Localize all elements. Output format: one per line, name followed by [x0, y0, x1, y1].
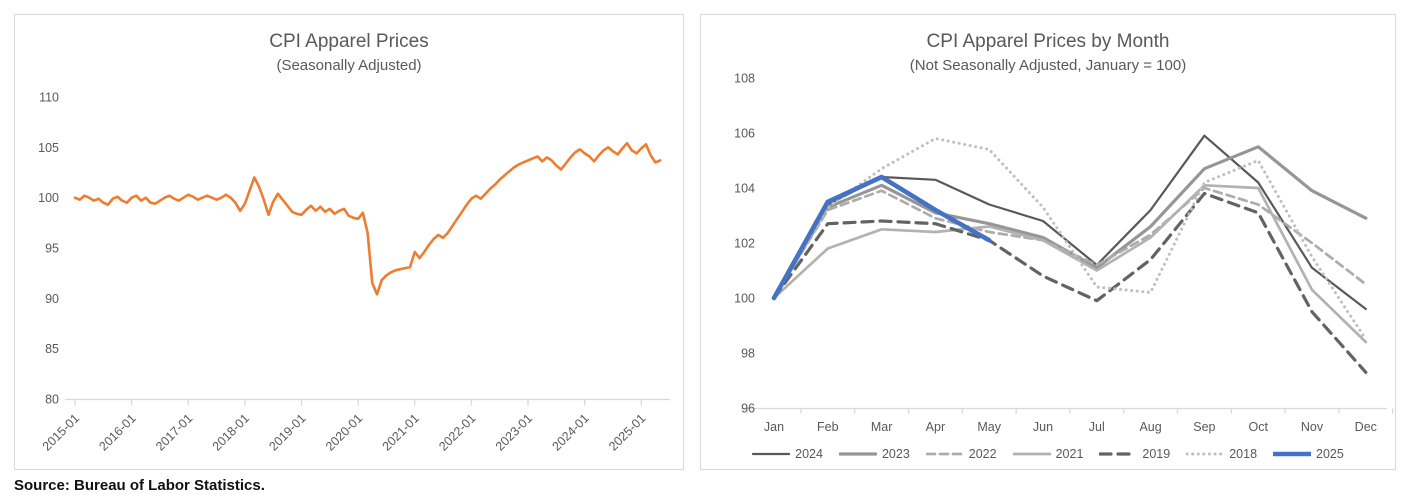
- series-line-cpi-apparel-sa: [73, 142, 662, 296]
- series-line-2021: [772, 183, 1368, 344]
- legend-label-2025: 2025: [1316, 447, 1344, 461]
- series-line-2018: [772, 137, 1368, 341]
- left-y-tick-label: 95: [45, 242, 59, 256]
- legend-item-2024: 2024: [752, 447, 823, 461]
- right-x-tick-label: Sep: [1193, 420, 1215, 434]
- right-y-tick-label: 108: [734, 72, 755, 86]
- legend-swatch-2021: [1012, 452, 1051, 456]
- right-x-tick-label: Nov: [1301, 420, 1324, 434]
- left-y-tick-label: 110: [39, 91, 59, 105]
- right-x-tick-label: Jul: [1089, 420, 1105, 434]
- chart-card-cpi-apparel-sa: CPI Apparel Prices (Seasonally Adjusted)…: [14, 14, 684, 470]
- left-x-tick-label: 2018-01: [210, 411, 252, 453]
- right-y-tick-label: 102: [734, 237, 755, 251]
- chart-legend: 2024 2023 2022 2021 2019 2018 2025: [701, 447, 1395, 461]
- left-x-tick-label: 2022-01: [436, 411, 478, 453]
- left-x-tick-label: 2024-01: [549, 411, 591, 453]
- left-y-tick-label: 100: [38, 191, 59, 205]
- series-line-2022: [772, 186, 1368, 300]
- left-x-tick-label: 2017-01: [153, 411, 195, 453]
- source-note: Source: Bureau of Labor Statistics.: [14, 477, 265, 494]
- right-x-tick-label: Dec: [1355, 420, 1377, 434]
- right-y-tick-label: 100: [734, 292, 755, 306]
- series-line-2025: [771, 174, 992, 301]
- left-x-tick-label: 2015-01: [40, 411, 82, 453]
- legend-label-2022: 2022: [968, 447, 997, 461]
- legend-swatch-2022: [925, 452, 964, 456]
- legend-label-2024: 2024: [795, 447, 823, 461]
- left-x-tick-label: 2025-01: [606, 411, 648, 453]
- legend-label-2021: 2021: [1055, 447, 1084, 461]
- legend-swatch-2024: [752, 452, 791, 456]
- left-y-tick-label: 85: [45, 342, 59, 356]
- chart-card-cpi-apparel-by-month: CPI Apparel Prices by Month (Not Seasona…: [700, 14, 1396, 470]
- left-x-tick-label: 2016-01: [96, 411, 138, 453]
- right-x-tick-label: Aug: [1139, 420, 1161, 434]
- legend-swatch-2018: [1186, 452, 1225, 456]
- right-axes: 96 98 100 102 104 106 108 Jan Feb Mar Apr May Jun Jul…: [734, 72, 1394, 434]
- right-chart-title: CPI Apparel Prices by Month: [926, 31, 1170, 52]
- legend-item-2019: 2019: [1099, 447, 1170, 461]
- right-y-tick-label: 106: [734, 127, 755, 141]
- legend-item-2025: 2025: [1273, 447, 1344, 461]
- legend-item-2018: 2018: [1186, 447, 1257, 461]
- left-x-tick-label: 2021-01: [380, 411, 422, 453]
- left-x-tick-label: 2020-01: [323, 411, 365, 453]
- left-chart-subtitle: (Seasonally Adjusted): [276, 57, 422, 74]
- left-y-tick-label: 90: [45, 292, 59, 306]
- right-x-tick-label: Feb: [817, 420, 839, 434]
- legend-item-2021: 2021: [1012, 447, 1084, 461]
- right-x-tick-label: Jan: [764, 420, 784, 434]
- left-y-tick-label: 105: [38, 141, 59, 155]
- right-x-tick-label: May: [977, 420, 1001, 434]
- left-axes: 80 85 90 95 100 105 110 2015-01 2016-01 2017-01 20…: [38, 91, 670, 454]
- legend-label-2018: 2018: [1229, 447, 1258, 461]
- legend-label-2023: 2023: [881, 447, 910, 461]
- legend-swatch-2025: [1273, 451, 1312, 457]
- left-y-tick-label: 80: [45, 393, 59, 407]
- legend-swatch-2023: [838, 452, 877, 456]
- right-y-tick-label: 96: [741, 402, 755, 416]
- left-x-tick-label: 2023-01: [493, 411, 535, 453]
- right-chart-subtitle: (Not Seasonally Adjusted, January = 100): [909, 57, 1187, 74]
- right-x-tick-label: Apr: [926, 420, 945, 434]
- legend-item-2022: 2022: [925, 447, 997, 461]
- series-line-2019: [772, 191, 1368, 374]
- left-x-tick-label: 2019-01: [266, 411, 308, 453]
- right-y-tick-label: 104: [734, 182, 755, 196]
- right-x-tick-label: Oct: [1248, 420, 1268, 434]
- left-chart-plot: 80 85 90 95 100 105 110 2015-01 2016-01 2017-01 20…: [38, 91, 670, 454]
- right-y-tick-label: 98: [741, 347, 755, 361]
- right-x-tick-label: Mar: [871, 420, 893, 434]
- right-chart-plot: 96 98 100 102 104 106 108 Jan Feb Mar Apr May Jun Jul…: [734, 72, 1394, 434]
- legend-swatch-2019: [1099, 452, 1138, 456]
- right-x-tick-label: Jun: [1033, 420, 1053, 434]
- legend-label-2019: 2019: [1142, 447, 1171, 461]
- legend-item-2023: 2023: [838, 447, 910, 461]
- left-chart-title: CPI Apparel Prices: [269, 31, 429, 52]
